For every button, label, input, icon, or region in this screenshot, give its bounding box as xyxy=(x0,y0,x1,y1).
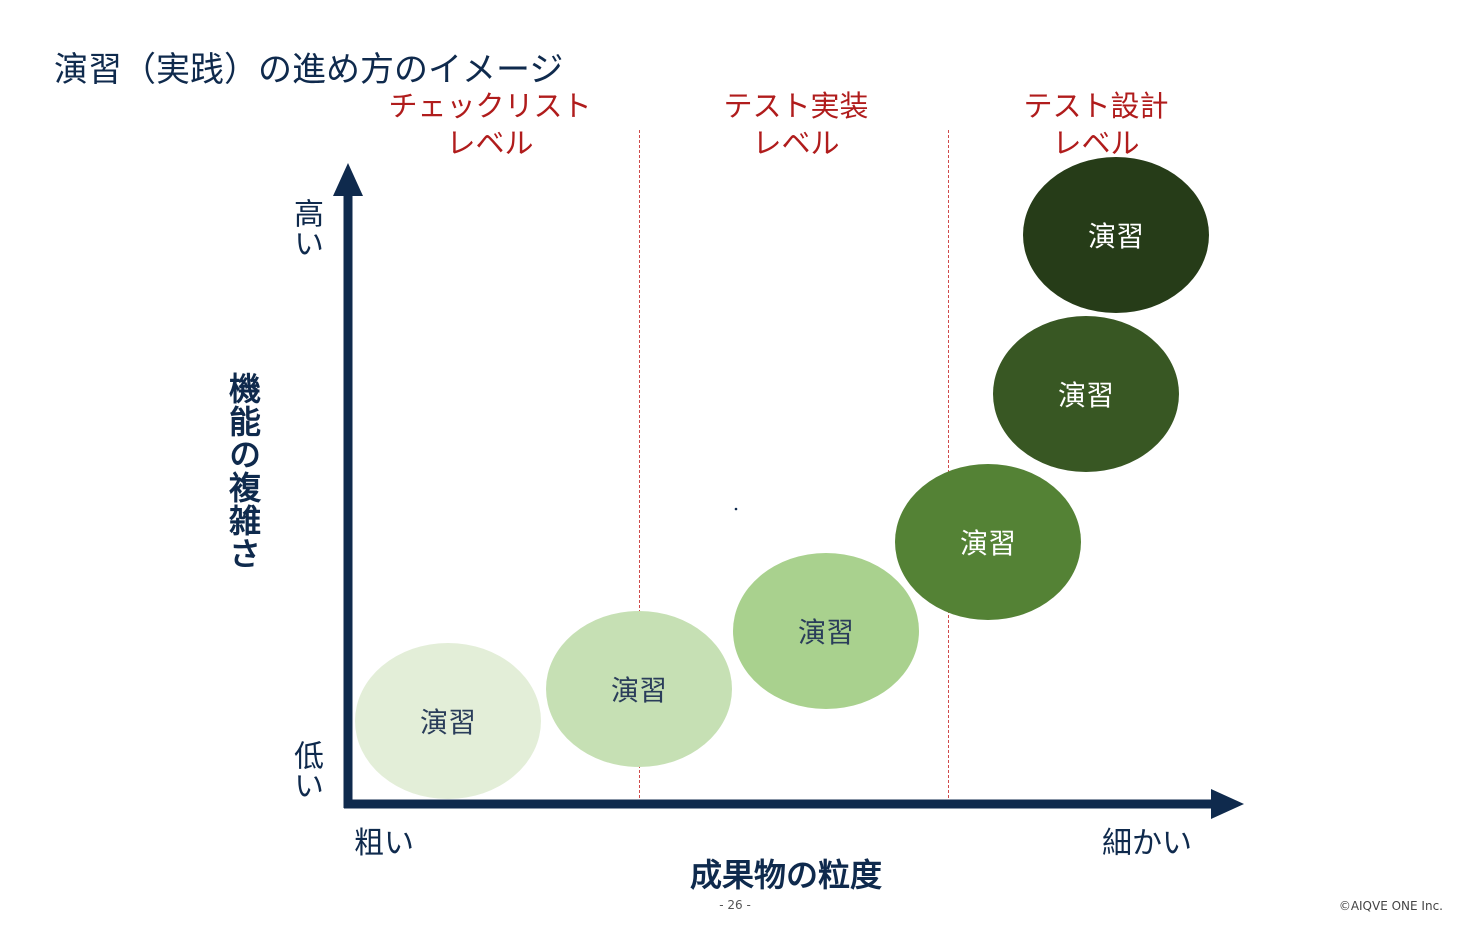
exercise-bubble-label: 演習 xyxy=(1057,379,1114,412)
exercise-bubble-2: 演習 xyxy=(546,611,732,767)
exercise-bubble-label: 演習 xyxy=(797,616,854,649)
y-axis-low-label: 低い xyxy=(288,740,323,800)
level-divider-2 xyxy=(948,130,949,798)
exercise-bubble-5: 演習 xyxy=(993,316,1179,472)
copyright: ©AIQVE ONE Inc. xyxy=(1338,899,1443,913)
page-number: - 26 - xyxy=(719,898,751,912)
slide-title: 演習（実践）の進め方のイメージ xyxy=(54,50,564,90)
x-axis-arrow xyxy=(1211,789,1244,819)
exercise-bubble-label: 演習 xyxy=(1087,220,1144,253)
exercise-bubble-6: 演習 xyxy=(1023,157,1209,313)
stray-dot xyxy=(734,507,738,511)
level-label-line2: レベル xyxy=(1052,126,1140,160)
level-divider-1 xyxy=(639,130,640,798)
exercise-bubble-4: 演習 xyxy=(895,464,1081,620)
y-axis-arrow xyxy=(333,163,363,196)
level-label-line2: レベル xyxy=(752,126,840,160)
x-axis-low-label: 粗い xyxy=(354,826,414,861)
x-axis-title: 成果物の粒度 xyxy=(690,856,883,894)
level-label-test-design: テスト設計 レベル xyxy=(946,88,1246,162)
x-axis-high-label: 細かい xyxy=(1102,826,1192,861)
exercise-bubble-label: 演習 xyxy=(959,527,1016,560)
y-axis-high-label: 高い xyxy=(288,198,323,258)
level-label-checklist: チェックリスト レベル xyxy=(340,88,640,162)
level-label-line1: チェックリスト xyxy=(388,89,592,123)
level-label-test-implementation: テスト実装 レベル xyxy=(646,88,946,162)
exercise-bubble-1: 演習 xyxy=(355,643,541,799)
y-axis-title: 機能の複雑さ xyxy=(224,372,262,570)
exercise-bubble-label: 演習 xyxy=(419,706,476,739)
exercise-bubble-label: 演習 xyxy=(610,674,667,707)
level-label-line1: テスト設計 xyxy=(1023,89,1169,123)
level-label-line1: テスト実装 xyxy=(723,89,869,123)
level-label-line2: レベル xyxy=(446,126,534,160)
exercise-bubble-3: 演習 xyxy=(733,553,919,709)
